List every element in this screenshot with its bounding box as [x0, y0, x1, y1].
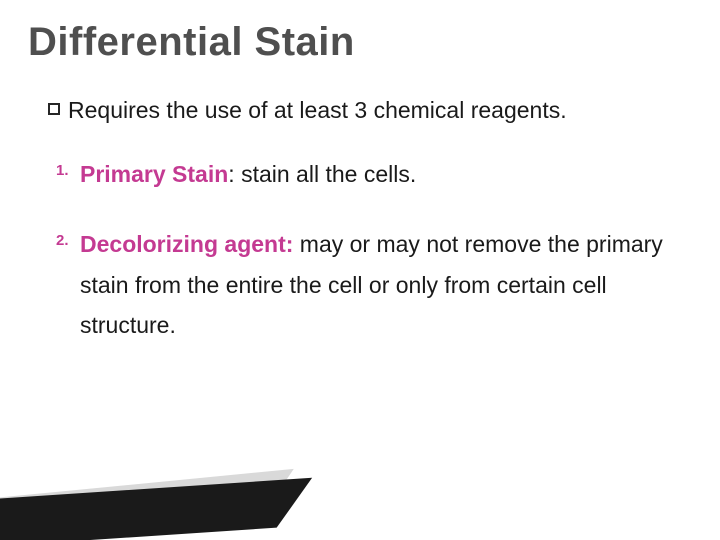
slide-body: Requires the use of at least 3 chemical … [48, 95, 690, 375]
list-text: Primary Stain: stain all the cells. [80, 154, 690, 194]
numbered-list: 1. Primary Stain: stain all the cells. 2… [56, 154, 690, 345]
list-number: 1. [56, 161, 80, 181]
list-number: 2. [56, 231, 80, 251]
sep: : [228, 161, 241, 187]
list-item: 1. Primary Stain: stain all the cells. [56, 154, 690, 194]
bullet-text: Requires the use of at least 3 chemical … [68, 95, 690, 126]
slide-title: Differential Stain [28, 20, 355, 65]
list-text: Decolorizing agent: may or may not remov… [80, 224, 690, 345]
bullet-item: Requires the use of at least 3 chemical … [48, 95, 690, 126]
decor-wedge-dark [0, 478, 312, 540]
highlight-label: Decolorizing agent: [80, 231, 293, 257]
square-bullet-icon [48, 103, 60, 115]
rest-text: stain all the cells. [241, 161, 416, 187]
highlight-label: Primary Stain [80, 161, 228, 187]
slide: Differential Stain Requires the use of a… [0, 0, 720, 540]
list-item: 2. Decolorizing agent: may or may not re… [56, 224, 690, 345]
